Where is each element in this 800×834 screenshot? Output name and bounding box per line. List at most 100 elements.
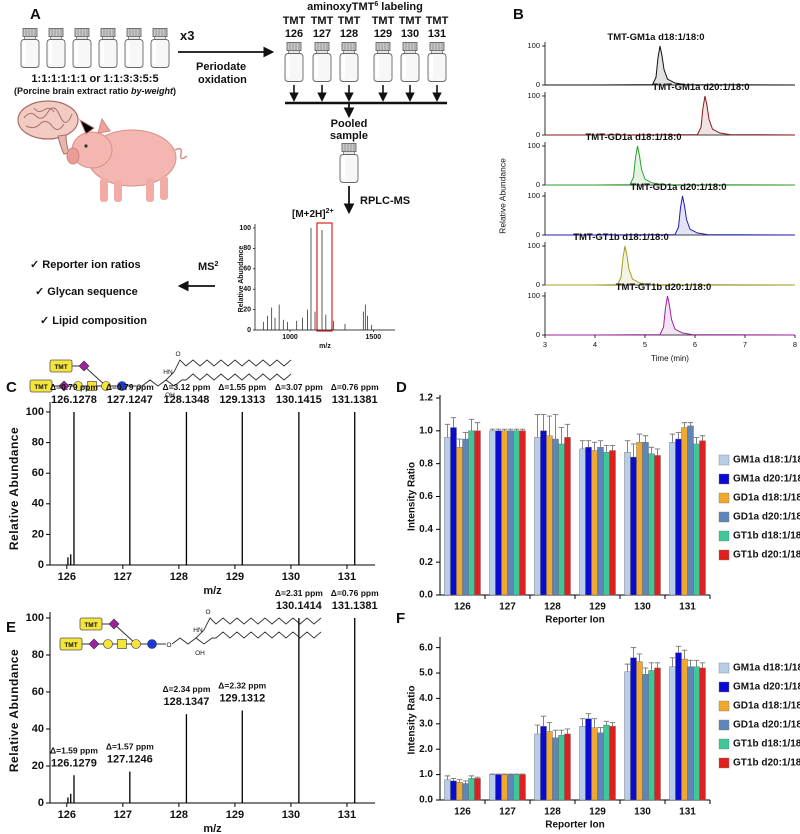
legend-swatch [718,681,730,693]
legend-swatch [718,700,730,712]
legend-label: GD1a d18:1/18:0 [733,701,800,712]
bar [681,427,688,596]
panel-label: A [30,6,41,23]
bar [669,442,676,596]
bar [642,442,649,596]
tmt-tag: TMT [84,622,97,629]
galnac [117,639,127,649]
legend-swatch [718,757,730,769]
peak-mass-label: 129.1312 [219,693,265,705]
channel-mass: 130 [401,28,419,40]
y-tick-label: 0 [536,330,540,339]
y-tick-label: 60 [32,467,44,479]
error-bar [579,718,586,727]
y-tick-label: 100 [527,191,540,200]
x-tick-label: 1500 [366,334,382,341]
y-tick-label: 80 [243,245,251,252]
x-tick-label: 126 [454,807,471,818]
bar [642,674,649,801]
error-bar [519,428,526,431]
oxidation-text: Periodate [196,61,246,73]
y-tick-label: 100 [527,291,540,300]
legend-label: GD1a d20:1/18:0 [733,512,800,523]
error-bar [681,422,688,428]
x-tick-label: 129 [589,807,606,818]
bar [540,430,547,596]
ppm-label: Δ=2.34 ppm [162,684,210,694]
legend-label: GT1b d18:1/18:0 [733,531,800,542]
bar [507,774,514,801]
tmt-tag-box [29,379,53,393]
bar [675,438,682,596]
series-label: TMT-GD1a d18:1/18:0 [585,132,681,143]
y-tick-label: 20 [32,760,44,772]
bar [624,671,631,801]
error-bar [630,443,637,458]
bar [468,778,475,801]
legend-swatch [718,530,730,542]
y-tick-label: 0 [536,230,540,239]
bar [648,670,655,801]
panel-label: D [396,379,407,396]
bar [501,774,508,801]
bond [83,365,107,387]
y-tick-label: 0 [536,130,540,139]
error-bar [681,649,688,660]
error-bar [687,422,694,426]
error-bar [597,440,604,448]
y-tick-label: 100 [239,225,251,232]
error-bar [462,780,469,784]
channel-tag: TMT [399,15,422,27]
bar [654,455,661,596]
error-bar [507,428,514,431]
error-bar [474,776,481,779]
bond [113,623,137,645]
x-tick-label: 129 [226,571,244,583]
legend-label: GM1a d18:1/18:0 [733,455,800,466]
channel-vial [373,42,393,82]
tmt-tag: TMT [34,384,47,391]
error-bar [552,729,559,738]
peak-mass-label: 128.1348 [163,394,209,406]
ppm-label: Δ=1.55 ppm [218,382,266,392]
bar [579,448,586,596]
x-axis-label: Reporter Ion [545,615,604,626]
x-tick-label: 129 [589,602,606,613]
y-tick-label: 100 [527,91,540,100]
ppm-label: Δ=1.59 ppm [50,745,98,755]
y-tick-label: 80 [32,649,44,661]
x-tick-label: 131 [338,571,356,583]
separation-text: RPLC-MS [360,195,410,207]
error-bar [468,775,475,779]
error-bar [609,722,616,727]
x-tick-label: 3 [543,340,547,349]
labeling-part: labeling [378,1,423,13]
chromatogram-trace [545,295,796,336]
error-bar [456,779,463,783]
ppm-label: Δ=3.12 ppm [162,382,210,392]
pooled-text: Pooled [331,118,368,130]
oxidation-text: oxidation [198,74,247,86]
chromatogram-trace [545,195,796,236]
x-tick-label: 130 [634,602,651,613]
bar [636,661,643,801]
error-bar [642,435,649,443]
legend-label: GD1a d20:1/18:0 [733,720,800,731]
y-tick-label: 100 [527,41,540,50]
precursor-part: [M+2H] [292,209,326,220]
error-bar [591,718,598,728]
legend-swatch [718,662,730,674]
y-axis-label: Relative Abundance [497,158,507,234]
bar [552,737,559,801]
ppm-label: Δ=0.76 ppm [331,382,379,392]
bar [468,430,475,596]
error-bar [648,662,655,671]
x-axis-label: Reporter Ion [545,820,604,831]
y-tick-label: 0.8 [419,458,433,469]
x-axis-label: m/z [203,585,222,597]
x-tick-label: 131 [679,602,696,613]
error-bar [534,724,541,734]
error-bar [450,417,457,428]
bar [609,726,616,801]
legend-label: GM1a d20:1/18:0 [733,474,800,485]
